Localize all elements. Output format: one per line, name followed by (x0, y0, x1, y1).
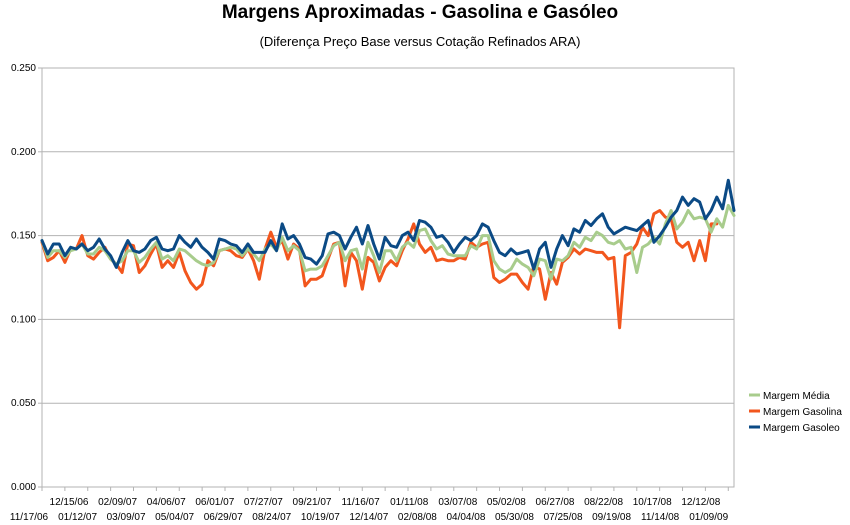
x-tick-label: 07/25/08 (544, 512, 583, 523)
x-tick-label: 08/22/08 (584, 497, 623, 508)
x-tick-label: 02/09/07 (98, 497, 137, 508)
x-tick-label: 01/11/08 (390, 497, 429, 508)
x-tick-label: 02/08/08 (398, 512, 437, 523)
legend-label: Margem Média (763, 391, 830, 402)
y-tick-label: 0.100 (11, 314, 36, 325)
chart-subtitle: (Diferença Preço Base versus Cotação Ref… (260, 34, 581, 49)
x-tick-label: 06/29/07 (204, 512, 243, 523)
chart-title: Margens Aproximadas - Gasolina e Gasóleo (222, 2, 618, 23)
x-tick-label: 10/19/07 (301, 512, 340, 523)
grid (41, 67, 735, 488)
x-tick-label: 03/09/07 (107, 512, 146, 523)
x-tick-label: 03/07/08 (438, 497, 477, 508)
y-tick-label: 0.050 (11, 398, 36, 409)
plot-area-frame (41, 67, 735, 488)
series-line-margem-media (40, 203, 736, 281)
legend-label: Margem Gasolina (763, 407, 842, 418)
x-tick-label: 05/04/07 (155, 512, 194, 523)
x-tick-label: 11/16/07 (342, 497, 381, 508)
x-tick-label: 11/14/08 (641, 512, 680, 523)
legend-label: Margem Gasoleo (763, 423, 840, 434)
y-tick-label: 0.000 (11, 482, 36, 493)
y-tick-label: 0.200 (11, 147, 36, 158)
x-tick-label: 06/27/08 (536, 497, 575, 508)
series-line-margem-gasolina (40, 209, 719, 330)
x-tick-label: 10/17/08 (633, 497, 672, 508)
legend: Margem Média Margem Gasolina Margem Gasole… (749, 391, 842, 434)
y-tick-label: 0.250 (11, 63, 36, 74)
x-tick-label: 01/09/09 (689, 512, 728, 523)
y-tick-label: 0.150 (11, 231, 36, 242)
x-tick-label: 12/15/06 (50, 497, 89, 508)
series-lines (40, 178, 736, 330)
x-tick-label: 12/14/07 (349, 512, 388, 523)
x-tick-label: 05/02/08 (487, 497, 526, 508)
x-tick-label: 08/24/07 (252, 512, 291, 523)
x-tick-label: 04/04/08 (446, 512, 485, 523)
x-tick-label: 01/12/07 (58, 512, 97, 523)
series-line-margem-gasoleo (40, 178, 736, 271)
x-tick-label: 04/06/07 (147, 497, 186, 508)
x-tick-label: 11/17/06 (10, 512, 49, 523)
x-tick-label: 12/12/08 (681, 497, 720, 508)
x-tick-label: 05/30/08 (495, 512, 534, 523)
x-axis: 11/17/06 01/12/07 03/09/07 05/04/07 06/29/07… (10, 487, 729, 523)
x-tick-label: 06/01/07 (195, 497, 234, 508)
x-tick-label: 09/21/07 (293, 497, 332, 508)
x-tick-label: 07/27/07 (244, 497, 283, 508)
y-axis: 0.000 0.050 0.100 0.150 0.200 0.250 (11, 63, 42, 493)
x-tick-label: 09/19/08 (592, 512, 631, 523)
